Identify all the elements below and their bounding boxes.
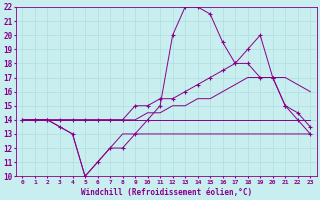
X-axis label: Windchill (Refroidissement éolien,°C): Windchill (Refroidissement éolien,°C): [81, 188, 252, 197]
